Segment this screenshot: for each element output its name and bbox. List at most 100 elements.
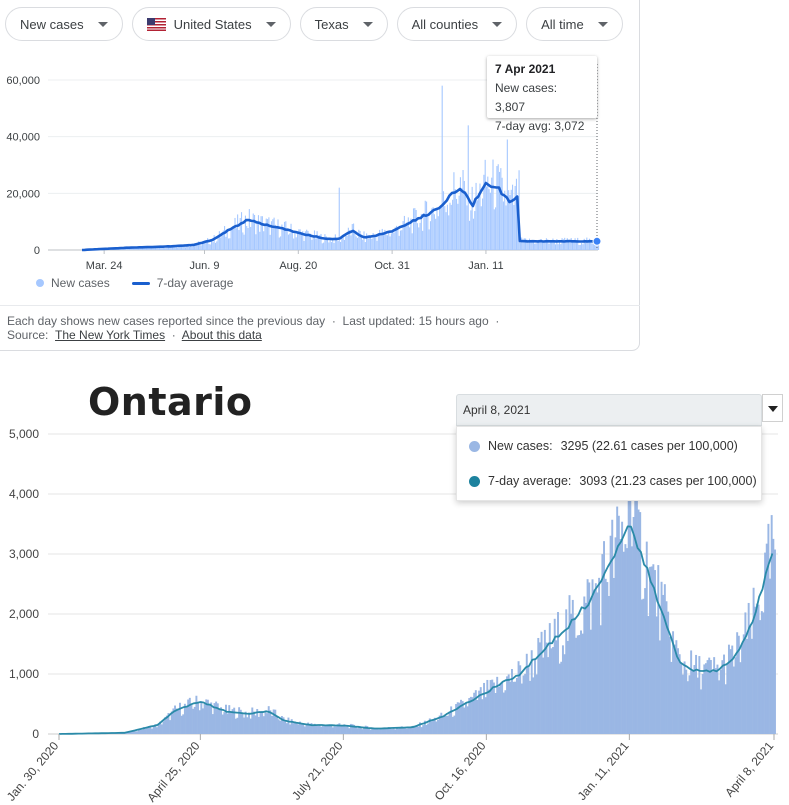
y-tick-label: 2,000 (9, 607, 39, 621)
x-tick-label: Jan. 30, 2020 (4, 739, 62, 804)
new-cases-bar (195, 245, 197, 250)
new-cases-bar (392, 229, 394, 250)
new-cases-bar (234, 718, 237, 734)
range-dropdown[interactable]: All time (526, 7, 623, 41)
new-cases-bar (471, 697, 474, 734)
new-cases-bar (439, 206, 441, 250)
country-dropdown[interactable]: United States (131, 7, 291, 41)
new-cases-bar (521, 237, 523, 250)
new-cases-bar (609, 535, 612, 734)
state-dropdown[interactable]: Texas (299, 7, 388, 41)
new-cases-bar (154, 724, 157, 734)
new-cases-bar (604, 578, 607, 734)
new-cases-bar (505, 205, 507, 250)
country-label: United States (173, 16, 252, 32)
new-cases-bar (311, 239, 313, 250)
new-cases-bar (616, 506, 619, 734)
new-cases-bar (511, 669, 513, 734)
new-cases-bar (527, 242, 529, 250)
new-cases-bar (389, 728, 392, 734)
new-cases-bar (308, 235, 310, 250)
new-cases-bar (234, 217, 236, 250)
new-cases-bar (525, 653, 528, 734)
new-cases-bar (502, 692, 505, 734)
new-cases-bar (586, 237, 588, 250)
county-dropdown[interactable]: All counties (396, 7, 518, 41)
new-cases-bar (619, 539, 622, 734)
county-label: All counties (411, 16, 479, 32)
date-select[interactable]: April 8, 2021 (456, 394, 762, 426)
new-cases-bar (592, 243, 594, 250)
new-cases-bar (617, 515, 620, 734)
new-cases-bar (607, 595, 610, 734)
new-cases-bar (642, 598, 645, 734)
new-cases-bar (244, 711, 247, 734)
ontario-chart[interactable]: 0 1,000 2,000 3,000 4,000 5,000 Jan. 30, 2020 A… (0, 380, 789, 805)
new-cases-bar (473, 692, 476, 734)
new-cases-bar (257, 215, 260, 250)
new-cases-bar (274, 709, 277, 734)
new-cases-bar (178, 702, 181, 734)
new-cases-bar (457, 203, 459, 250)
new-cases-bar (177, 709, 180, 734)
new-cases-bar (154, 246, 157, 250)
footer-sep: · (495, 314, 500, 328)
new-cases-bar (294, 231, 296, 250)
y-tick-label: 0 (32, 727, 39, 741)
new-cases-bar (540, 239, 542, 250)
new-cases-bar (269, 710, 272, 734)
new-cases-bar (488, 189, 490, 250)
new-cases-bar (409, 726, 412, 734)
new-cases-bar (244, 215, 246, 250)
new-cases-bar (197, 701, 200, 734)
new-cases-bar (403, 215, 405, 250)
new-cases-bar (540, 631, 543, 734)
new-cases-bar (279, 720, 282, 734)
new-cases-bar (151, 728, 153, 734)
new-cases-bar (588, 582, 591, 734)
new-cases-bar (632, 516, 635, 734)
chevron-down-icon[interactable] (762, 394, 783, 422)
new-cases-bar (165, 247, 167, 250)
legend-new-cases[interactable]: New cases (36, 276, 110, 290)
new-cases-bar (229, 238, 231, 250)
new-cases-bar (346, 725, 349, 734)
about-data-link[interactable]: About this data (181, 328, 262, 342)
metric-dropdown[interactable]: New cases (5, 7, 123, 41)
new-cases-bar (545, 238, 547, 250)
new-cases-bar (169, 720, 172, 734)
source-link[interactable]: The New York Times (55, 328, 166, 342)
new-cases-bar (570, 238, 572, 250)
new-cases-bar (272, 219, 274, 250)
range-label: All time (541, 16, 584, 32)
new-cases-bar (389, 236, 391, 250)
new-cases-bar (582, 244, 584, 250)
new-cases-bar (272, 709, 275, 734)
new-cases-bar (201, 242, 203, 250)
top-chart[interactable]: 0 20,000 40,000 60,000 Jun. 9 Aug. 20 Oct. 31 J… (0, 50, 640, 275)
new-cases-bar (742, 634, 745, 734)
new-cases-bar (543, 629, 546, 734)
new-cases-bar (383, 232, 385, 250)
new-cases-bar (535, 243, 537, 250)
new-cases-bar (589, 629, 592, 734)
new-cases-bar (655, 616, 658, 734)
new-cases-bar (443, 714, 446, 734)
new-cases-bar (577, 237, 579, 250)
new-cases-bar (445, 715, 448, 734)
new-cases-bar (340, 241, 342, 250)
new-cases-bar (451, 716, 454, 734)
new-cases-bar (146, 727, 149, 734)
new-cases-bar (243, 717, 246, 734)
new-cases-bar (318, 724, 321, 734)
new-cases-bar (587, 240, 589, 250)
new-cases-bar (341, 725, 344, 734)
chevron-down-icon (492, 21, 503, 27)
new-cases-bar (208, 704, 211, 734)
legend-7-day-average[interactable]: 7-day average (131, 276, 233, 290)
new-cases-bar (246, 225, 248, 250)
new-cases-bar (427, 723, 430, 734)
footer-sep: · (331, 314, 336, 328)
new-cases-bar (358, 727, 361, 734)
new-cases-bar (472, 218, 475, 250)
